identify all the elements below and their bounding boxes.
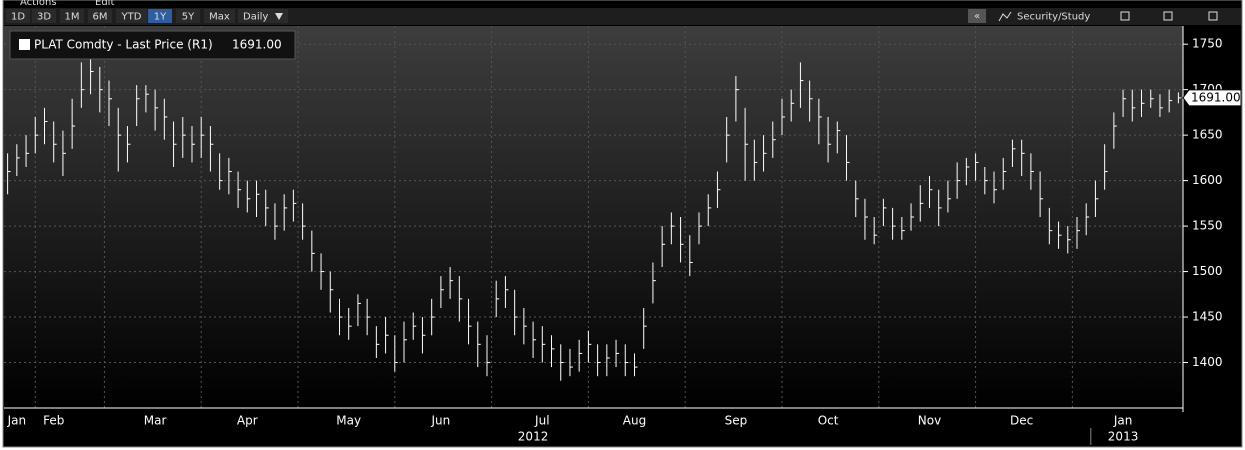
range-button[interactable] xyxy=(116,9,147,23)
menu-item[interactable]: Actions xyxy=(20,0,57,8)
x-tick-label: Jul xyxy=(534,414,549,428)
y-tick-label: 1500 xyxy=(1192,264,1223,278)
plot-area xyxy=(4,26,1183,408)
toolbar xyxy=(4,8,1241,25)
range-button[interactable] xyxy=(204,9,235,23)
y-tick-label: 1550 xyxy=(1192,219,1223,233)
x-tick-label: Sep xyxy=(725,414,748,428)
frequency-label[interactable]: Daily xyxy=(243,12,268,23)
range-button[interactable] xyxy=(88,9,112,23)
range-button[interactable] xyxy=(60,9,84,23)
range-button[interactable] xyxy=(148,9,172,23)
range-label[interactable]: 5Y xyxy=(182,12,195,23)
y-tick-label: 1750 xyxy=(1192,37,1223,51)
range-label[interactable]: YTD xyxy=(121,12,142,23)
dropdown-arrow xyxy=(275,13,283,20)
last-price-tag xyxy=(1182,89,1242,107)
x-year-label: 2012 xyxy=(518,430,549,444)
legend-box xyxy=(9,30,296,60)
study-label[interactable]: Security/Study xyxy=(1017,12,1090,23)
y-tick-label: 1650 xyxy=(1192,128,1223,142)
x-tick-label: May xyxy=(336,414,361,428)
y-tick-label: 1450 xyxy=(1192,310,1223,324)
collapse-label[interactable]: « xyxy=(974,11,980,22)
frequency-button[interactable] xyxy=(238,9,288,23)
x-tick-label: Aug xyxy=(623,414,646,428)
legend-swatch xyxy=(19,39,30,50)
range-label[interactable]: 6M xyxy=(93,12,108,23)
range-button[interactable] xyxy=(176,9,200,23)
range-button[interactable] xyxy=(6,9,30,23)
x-tick-label: Mar xyxy=(144,414,167,428)
collapse-button[interactable] xyxy=(968,9,986,23)
range-label[interactable]: 3D xyxy=(37,12,51,23)
x-tick-label: Oct xyxy=(818,414,839,428)
range-label[interactable]: 1M xyxy=(65,12,80,23)
tool-icon[interactable] xyxy=(1120,11,1130,21)
toolbar-items: Actions Edit 1D 3D 1M 6M YTD 1Y 5Y Max Daily « Secur… xyxy=(6,0,1218,23)
y-tick-label: 1600 xyxy=(1192,173,1223,187)
tool-icon[interactable] xyxy=(1163,11,1173,21)
x-tick-label: Dec xyxy=(1010,414,1033,428)
y-tick-label: 1400 xyxy=(1192,355,1223,369)
x-tick-label: Jan xyxy=(1113,414,1133,428)
range-button[interactable] xyxy=(32,9,56,23)
x-tick-label: Jun xyxy=(431,414,451,428)
x-tick-label: Jan xyxy=(7,414,27,428)
legend: PLAT Comdty - Last Price (R1) 1691.00 xyxy=(9,30,296,60)
x-year-label: 2013 xyxy=(1108,430,1139,444)
legend-value: 1691.00 xyxy=(232,38,282,52)
range-label[interactable]: 1D xyxy=(11,12,25,23)
x-tick-label: Nov xyxy=(918,414,941,428)
legend-label: PLAT Comdty - Last Price (R1) xyxy=(34,38,213,52)
range-label[interactable]: Max xyxy=(209,12,230,23)
last-price-label: 1691.00 xyxy=(1191,90,1241,104)
x-tick-label: Apr xyxy=(237,414,258,428)
tool-icon[interactable] xyxy=(1208,11,1218,21)
menu-item[interactable]: Edit xyxy=(95,0,114,8)
study-icon xyxy=(998,11,1012,22)
range-label[interactable]: 1Y xyxy=(154,12,167,23)
x-tick-label: Feb xyxy=(43,414,64,428)
